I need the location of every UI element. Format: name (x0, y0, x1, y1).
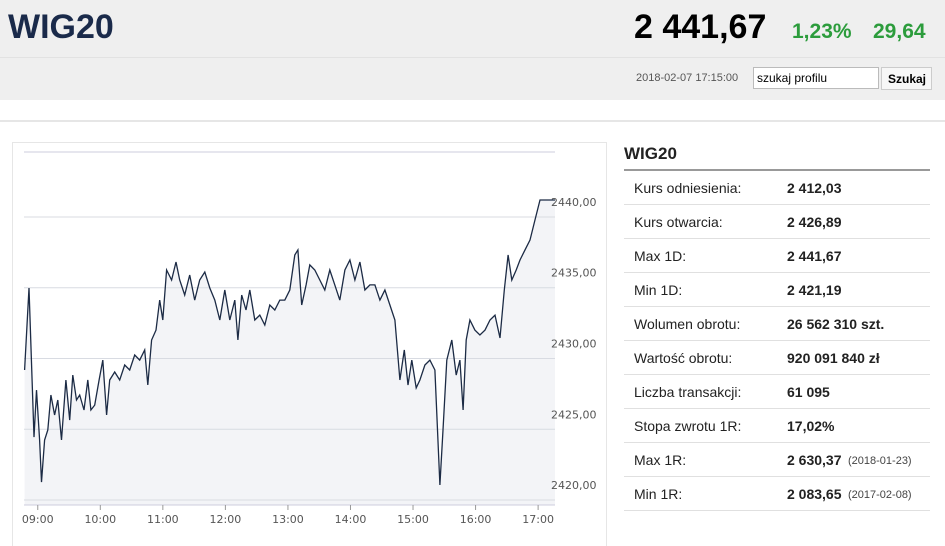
chart-border (12, 142, 607, 546)
row-label: Kurs odniesienia: (634, 180, 742, 196)
x-tick-label: 11:00 (147, 513, 179, 526)
row-value: 17,02% (787, 418, 835, 434)
row-note: (2017-02-08) (848, 489, 912, 501)
table-row: Kurs otwarcia: 2 426,89 (624, 205, 930, 239)
y-tick-label: 2435,00 (551, 267, 597, 280)
row-value: 61 095 (787, 384, 830, 400)
row-label: Max 1R: (634, 452, 687, 468)
table-row: Max 1D: 2 441,67 (624, 239, 930, 273)
y-tick-label: 2440,00 (551, 196, 597, 209)
row-value: 2 083,65 (787, 486, 842, 502)
x-tick-label: 13:00 (272, 513, 304, 526)
row-value: 2 441,67 (787, 248, 842, 264)
x-tick-label: 17:00 (522, 513, 554, 526)
table-row: Stopa zwrotu 1R: 17,02% (624, 409, 930, 443)
chart: 2420,00 2425,00 2430,00 2435,00 2440,00 09:00… (12, 142, 607, 546)
x-tick-label: 16:00 (460, 513, 492, 526)
row-value: 2 426,89 (787, 214, 842, 230)
search-input[interactable] (753, 67, 879, 89)
x-tick-label: 09:00 (22, 513, 54, 526)
header: WIG20 2 441,67 1,23% 29,64 2018-02-07 17… (0, 0, 945, 100)
row-label: Min 1D: (634, 282, 683, 298)
y-tick-label: 2420,00 (551, 479, 597, 492)
area (24, 200, 556, 505)
y-tick-label: 2430,00 (551, 338, 597, 351)
row-value: 2 421,19 (787, 282, 842, 298)
table-row: Wolumen obrotu: 26 562 310 szt. (624, 307, 930, 341)
table-rule (624, 169, 930, 171)
panel (0, 120, 945, 546)
row-note: (2018-01-23) (848, 455, 912, 467)
x-tick-label: 10:00 (84, 513, 116, 526)
row-value: 920 091 840 zł (787, 350, 880, 366)
separator (0, 57, 945, 58)
search-button[interactable]: Szukaj (881, 67, 932, 90)
index-title: WIG20 (8, 8, 114, 46)
price: 2 441,67 (634, 8, 767, 46)
row-label: Liczba transakcji: (634, 384, 742, 400)
datetime: 2018-02-07 17:15:00 (636, 72, 739, 84)
y-tick-label: 2425,00 (551, 408, 597, 421)
row-value: 2 630,37 (787, 452, 842, 468)
row-label: Min 1R: (634, 486, 683, 502)
row-label: Wartość obrotu: (634, 350, 733, 366)
table-row: Min 1D: 2 421,19 (624, 273, 930, 307)
row-label: Stopa zwrotu 1R: (634, 418, 742, 434)
change: 29,64 (873, 20, 926, 43)
table-row: Max 1R: 2 630,37 (2018-01-23) (624, 443, 930, 477)
table-row: Liczba transakcji: 61 095 (624, 375, 930, 409)
x-tick-label: 12:00 (210, 513, 242, 526)
row-value: 2 412,03 (787, 180, 842, 196)
x-tick-label: 14:00 (335, 513, 367, 526)
row-label: Kurs otwarcia: (634, 214, 723, 230)
table-row: Kurs odniesienia: 2 412,03 (624, 171, 930, 205)
table-row: Min 1R: 2 083,65 (2017-02-08) (624, 477, 930, 511)
price-line (23, 199, 555, 486)
row-value: 26 562 310 szt. (787, 316, 885, 332)
row-label: Max 1D: (634, 248, 687, 264)
change-pct: 1,23% (792, 20, 852, 43)
row-label: Wolumen obrotu: (634, 316, 741, 332)
table-row: Wartość obrotu: 920 091 840 zł (624, 341, 930, 375)
table-title: WIG20 (624, 144, 677, 163)
x-tick-label: 15:00 (397, 513, 429, 526)
